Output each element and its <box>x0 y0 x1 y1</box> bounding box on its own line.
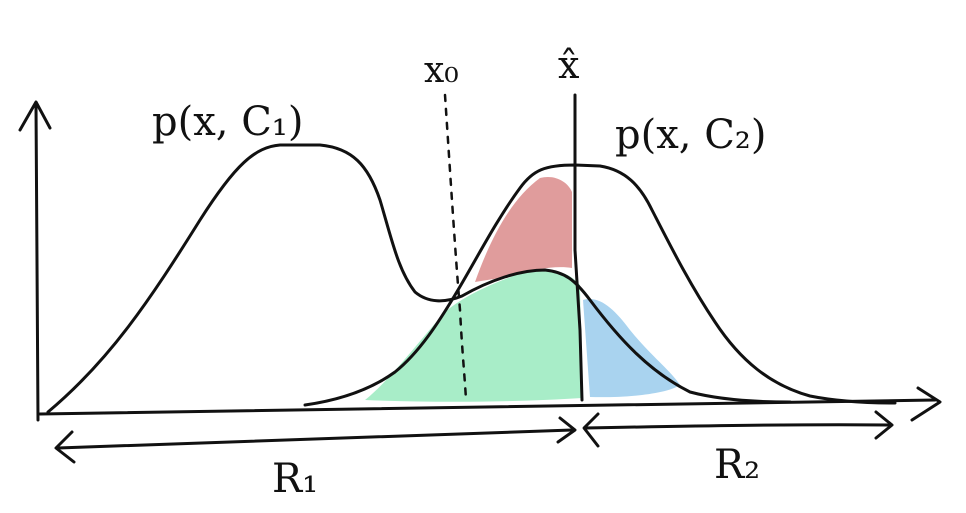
label-region-r2: R₂ <box>714 442 760 488</box>
region-r1-left-arrowhead <box>54 430 76 464</box>
label-x-hat: x̂ <box>558 43 579 87</box>
red-error-region <box>475 176 572 282</box>
label-x0: x₀ <box>424 50 459 91</box>
region-r1-arrow <box>56 428 574 450</box>
x-axis-arrowhead <box>910 386 942 422</box>
label-p-x-c1: p(x, C₁) <box>152 99 303 145</box>
label-p-x-c2: p(x, C₂) <box>615 112 766 158</box>
label-region-r1: R₁ <box>272 456 318 502</box>
x0-dotted-line <box>443 93 468 402</box>
region-r2-right-arrowhead <box>874 410 894 440</box>
green-error-region <box>365 270 582 402</box>
y-axis-arrowhead <box>18 100 52 132</box>
region-r2-left-arrowhead <box>582 412 600 448</box>
region-r1-right-arrowhead <box>556 416 577 444</box>
x-hat-boundary-line <box>573 93 584 402</box>
y-axis <box>34 103 40 422</box>
curve-p-x-c1 <box>46 143 792 414</box>
curve-p-x-c2 <box>303 163 897 407</box>
x-axis <box>38 398 937 416</box>
region-r2-arrow <box>583 423 892 430</box>
